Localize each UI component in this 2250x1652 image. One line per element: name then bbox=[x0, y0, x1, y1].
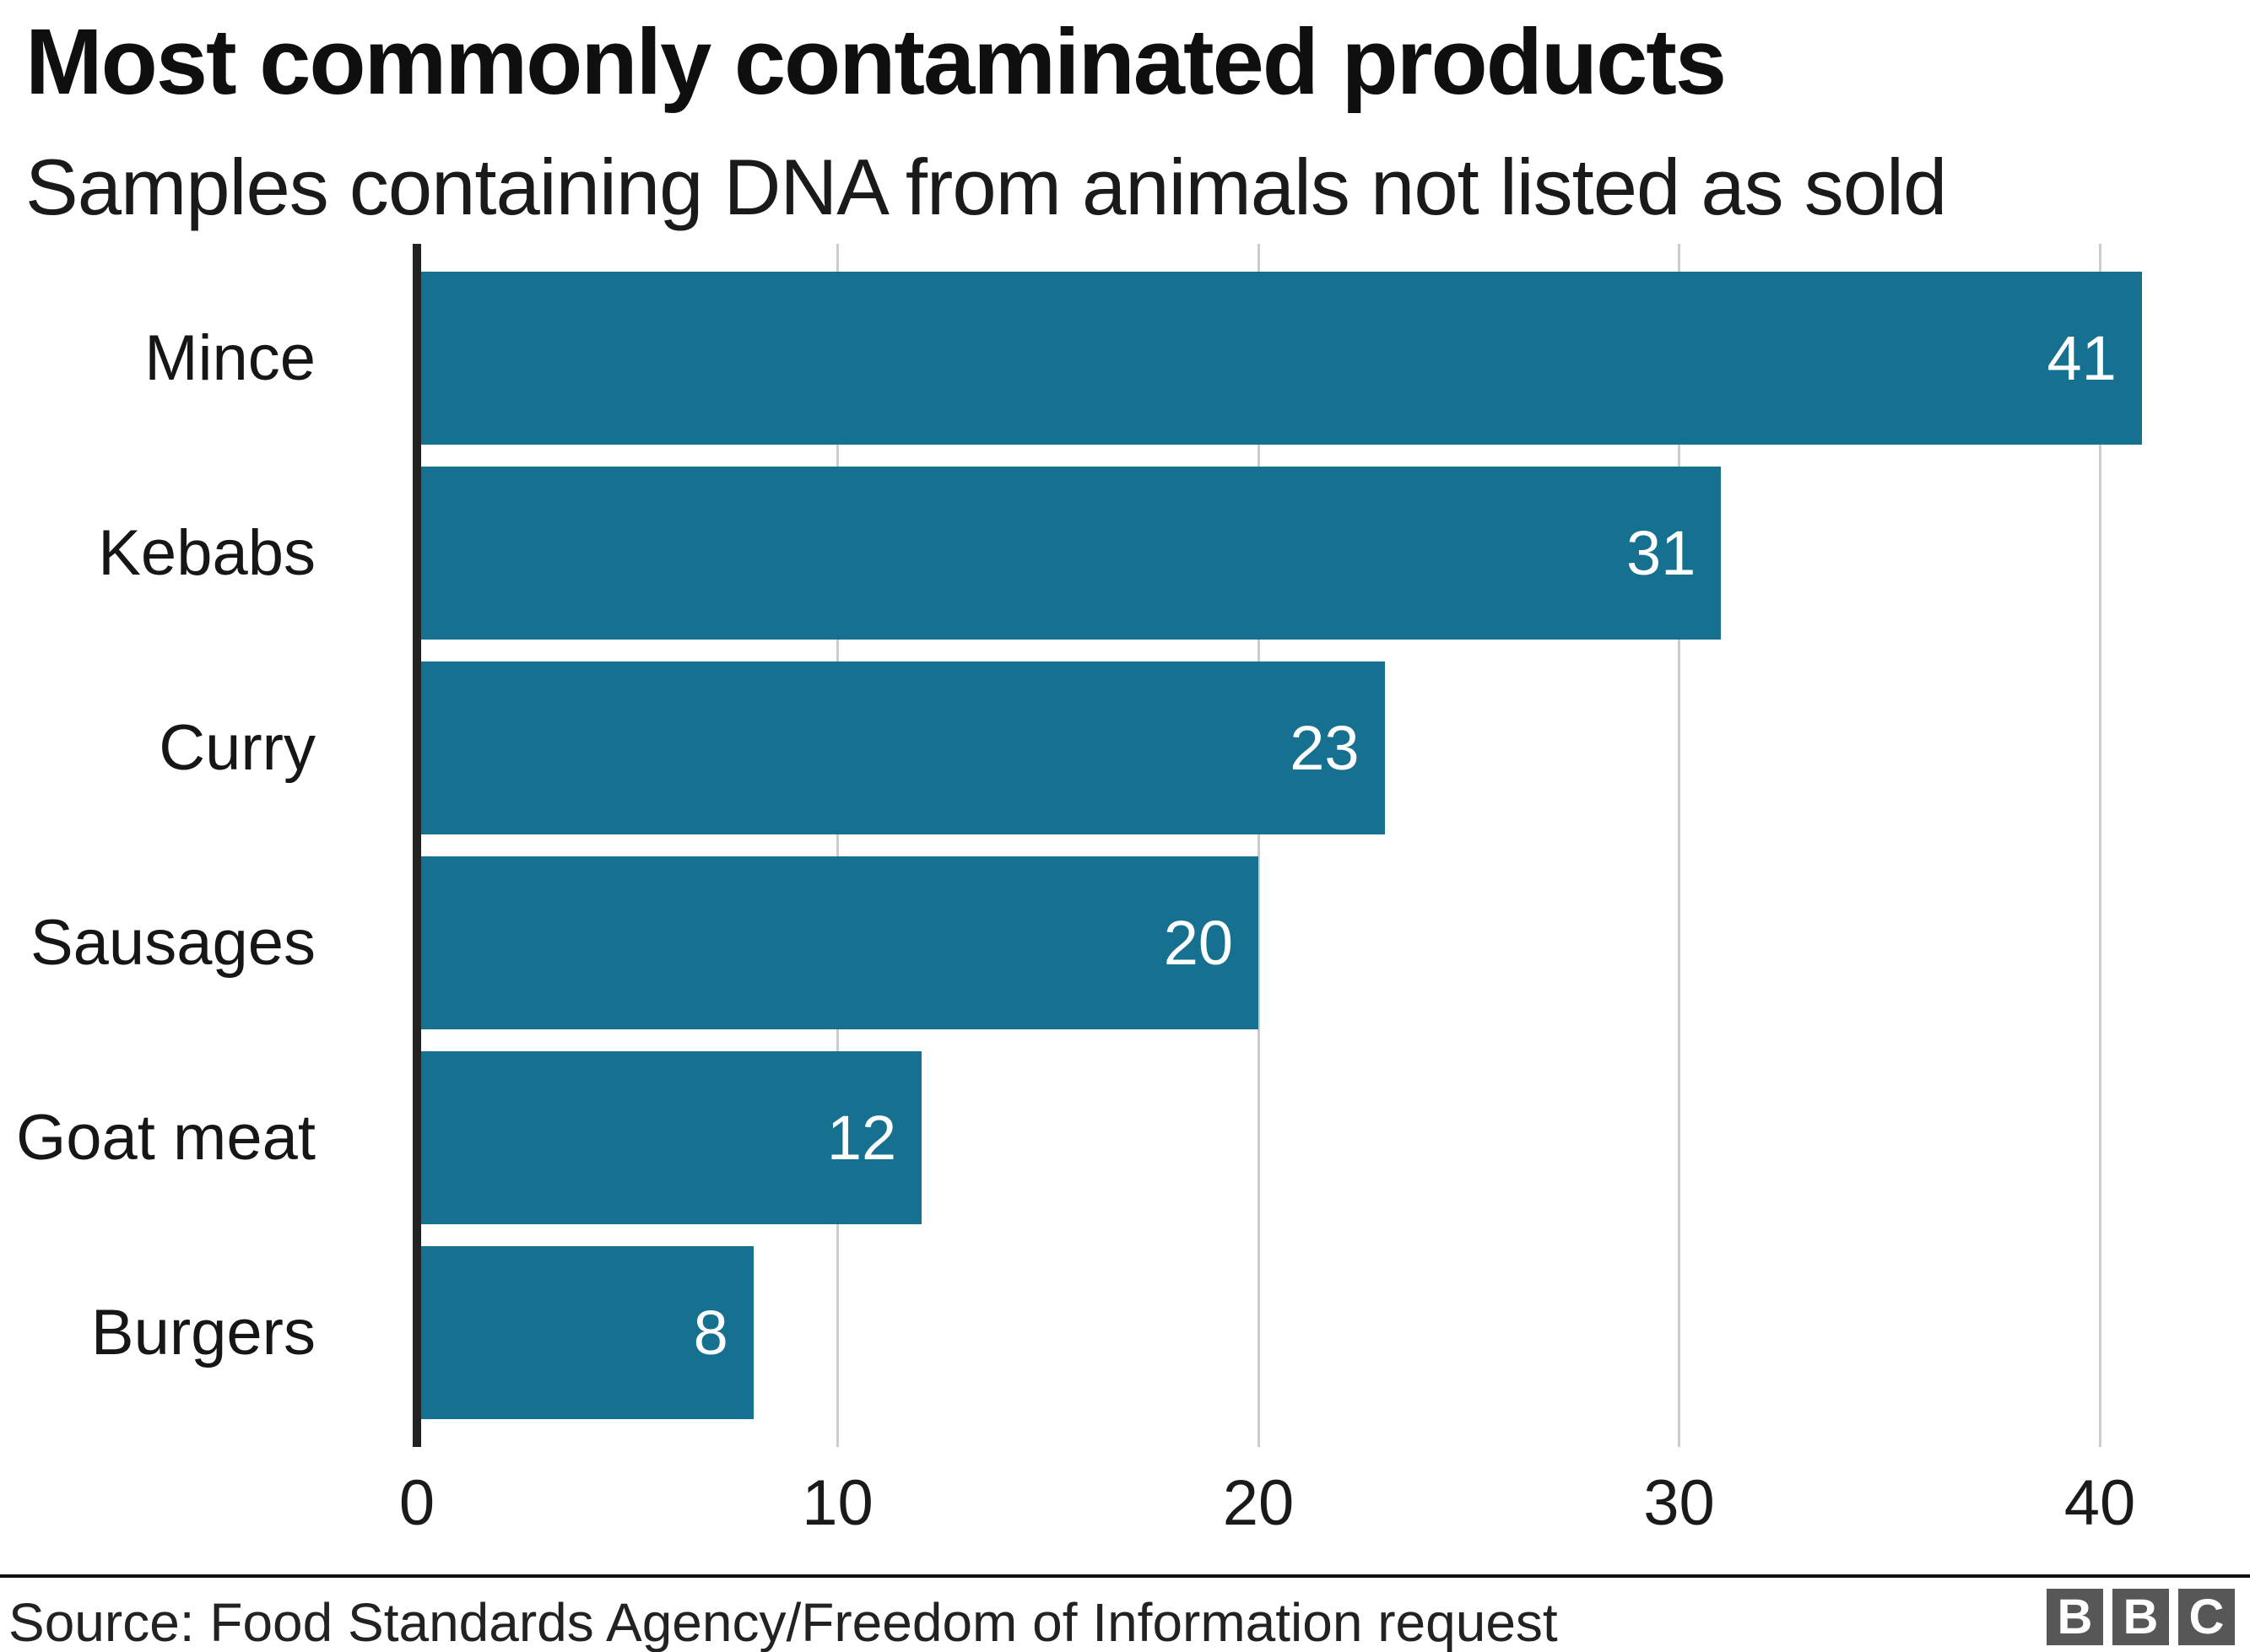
category-label: Sausages bbox=[30, 907, 316, 979]
gridline-30 bbox=[1678, 244, 1680, 1447]
bar-value-label: 41 bbox=[2047, 323, 2117, 393]
gridline-40 bbox=[2098, 244, 2101, 1447]
x-tick-label-10: 10 bbox=[802, 1467, 873, 1539]
bar-value-label: 8 bbox=[693, 1298, 728, 1368]
bar-value-label: 20 bbox=[1163, 908, 1233, 978]
bar: 41 bbox=[417, 272, 2142, 445]
bar-value-label: 23 bbox=[1290, 713, 1360, 783]
footer-divider bbox=[0, 1574, 2250, 1578]
bar-value-label: 31 bbox=[1626, 518, 1696, 588]
x-tick-label-40: 40 bbox=[2063, 1467, 2136, 1539]
bar: 8 bbox=[417, 1246, 754, 1419]
category-label: Mince bbox=[144, 322, 316, 394]
x-tick-label-0: 0 bbox=[398, 1467, 435, 1539]
gridline-10 bbox=[836, 244, 839, 1447]
y-axis-line bbox=[413, 244, 421, 1447]
bar-row: Kebabs 31 bbox=[0, 467, 2250, 640]
category-label: Goat meat bbox=[16, 1102, 316, 1174]
bar-row: Goat meat 12 bbox=[0, 1051, 2250, 1224]
x-tick-label-20: 20 bbox=[1222, 1467, 1295, 1539]
bbc-logo-block: B bbox=[2112, 1589, 2169, 1645]
bar: 23 bbox=[417, 661, 1385, 834]
x-tick-label-30: 30 bbox=[1643, 1467, 1715, 1539]
category-label: Kebabs bbox=[98, 517, 316, 589]
bar-row: Mince 41 bbox=[0, 272, 2250, 445]
bar-row: Burgers 8 bbox=[0, 1246, 2250, 1419]
category-label: Burgers bbox=[90, 1297, 316, 1369]
chart-subtitle: Samples containing DNA from animals not … bbox=[25, 143, 1947, 231]
bar-value-label: 12 bbox=[826, 1103, 897, 1173]
bar: 12 bbox=[417, 1051, 922, 1224]
plot-area: Mince 41 Kebabs 31 Curry 23 Sausages 20 Goat mea… bbox=[0, 244, 2250, 1447]
chart-title: Most commonly contaminated products bbox=[25, 10, 1727, 114]
bar-row: Sausages 20 bbox=[0, 856, 2250, 1029]
source-caption: Source: Food Standards Agency/Freedom of… bbox=[8, 1592, 1558, 1652]
bar-rows: Mince 41 Kebabs 31 Curry 23 Sausages 20 Goat mea… bbox=[0, 272, 2250, 1419]
bbc-logo-block: B bbox=[2047, 1589, 2103, 1645]
bbc-logo-block: C bbox=[2178, 1589, 2235, 1645]
gridline-20 bbox=[1257, 244, 1260, 1447]
category-label: Curry bbox=[159, 712, 316, 784]
bar: 31 bbox=[417, 467, 1722, 640]
bar-row: Curry 23 bbox=[0, 661, 2250, 834]
bar: 20 bbox=[417, 856, 1258, 1029]
